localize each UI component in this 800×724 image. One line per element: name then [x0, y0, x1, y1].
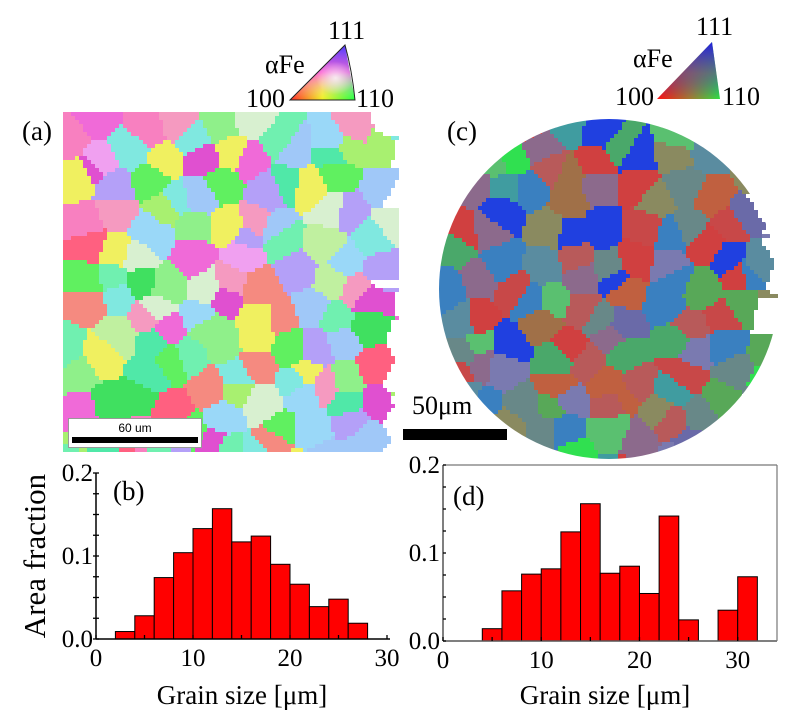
legend-c-100: 100 — [615, 82, 654, 111]
histogram-bar — [717, 609, 739, 642]
ipf-triangle-c — [657, 42, 720, 99]
grain-pixels — [439, 119, 778, 459]
histogram-bar — [153, 577, 175, 640]
histogram-bar — [737, 576, 758, 642]
scale-bar-a-text: 60 um — [118, 421, 152, 435]
histogram-bar — [560, 531, 582, 642]
x-tick-label: 0 — [90, 645, 103, 672]
histogram-d-bars — [481, 503, 758, 642]
histogram-b-xlabel: Grain size [μm] — [157, 680, 327, 710]
legend-c-phase: αFe — [633, 44, 673, 73]
histogram-bar — [173, 552, 194, 640]
histogram-bar — [211, 508, 233, 640]
legend-a-100: 100 — [246, 84, 285, 113]
legend-c-111: 111 — [696, 12, 734, 41]
x-tick-label: 30 — [725, 647, 750, 674]
panel-label-c: (c) — [447, 116, 477, 146]
histogram-d-xlabel: Grain size [μm] — [520, 680, 690, 710]
histogram-bar — [250, 535, 272, 640]
x-tick-label: 10 — [529, 647, 554, 674]
histogram-d: 0 10 20 30 0.0 0.1 0.2 (d) Grain size [μm] — [409, 455, 778, 710]
histogram-b-axes: 0 10 20 30 0.0 0.1 0.2 — [62, 460, 400, 672]
ebsd-map-a-grains — [63, 112, 399, 452]
y-tick-label: 0.0 — [62, 626, 93, 653]
legend-a-110: 110 — [356, 84, 395, 113]
histogram-bar — [289, 583, 310, 640]
histogram-bar — [347, 622, 369, 640]
histogram-bar — [270, 563, 291, 640]
x-tick-label: 20 — [627, 647, 652, 674]
y-tick-label: 0.2 — [62, 460, 93, 487]
x-tick-label: 20 — [278, 645, 303, 672]
x-tick-label: 10 — [181, 645, 206, 672]
legend-a-111: 111 — [328, 16, 366, 45]
panel-label-b: (b) — [113, 476, 144, 506]
ebsd-map-a: 60 um — [63, 112, 401, 452]
x-tick-label: 0 — [437, 647, 450, 674]
histogram-bar — [658, 515, 680, 642]
histogram-bar — [638, 592, 660, 642]
legend-a-phase: αFe — [265, 50, 305, 79]
y-tick-label: 0.1 — [62, 543, 93, 570]
scale-bar-a: 60 um — [68, 418, 202, 448]
x-tick-label: 30 — [375, 645, 400, 672]
histogram-bar — [231, 541, 252, 640]
histogram-d-axes: 0 10 20 30 0.0 0.1 0.2 — [409, 455, 778, 674]
histogram-bar — [114, 631, 136, 640]
histogram-bar — [328, 598, 349, 640]
histogram-bar — [540, 568, 562, 642]
histogram-bar — [192, 528, 213, 640]
histogram-bar — [308, 606, 330, 640]
y-tick-label: 0.2 — [409, 455, 440, 479]
scale-bar-c-line — [403, 429, 507, 440]
legend-c-110: 110 — [722, 82, 761, 111]
grain-pixels — [63, 112, 399, 452]
histogram-b: 0 10 20 30 0.0 0.1 0.2 (b) Grain size [μm] Are… — [17, 460, 400, 710]
ebsd-map-c-grains — [439, 119, 778, 459]
histogram-b-ylabel: Area fraction — [17, 473, 52, 638]
ipf-legend-a: αFe 111 100 110 — [230, 0, 410, 113]
histogram-b-bars — [114, 508, 369, 640]
scale-bar-a-line — [72, 437, 198, 443]
y-tick-label: 0.0 — [409, 628, 440, 655]
histogram-bar — [521, 573, 542, 642]
panel-label-a: (a) — [22, 116, 52, 146]
ipf-legend-c: αFe 111 100 110 — [600, 0, 780, 110]
ipf-triangle-a — [288, 44, 356, 101]
y-tick-label: 0.1 — [409, 540, 440, 567]
histogram-bar — [501, 590, 523, 642]
histogram-bar — [619, 565, 640, 642]
scale-bar-c-text: 50μm — [412, 391, 473, 420]
ebsd-map-c — [438, 118, 780, 460]
histogram-bar — [580, 503, 601, 642]
histogram-bar — [599, 572, 621, 642]
panel-label-d: (d) — [453, 481, 484, 511]
